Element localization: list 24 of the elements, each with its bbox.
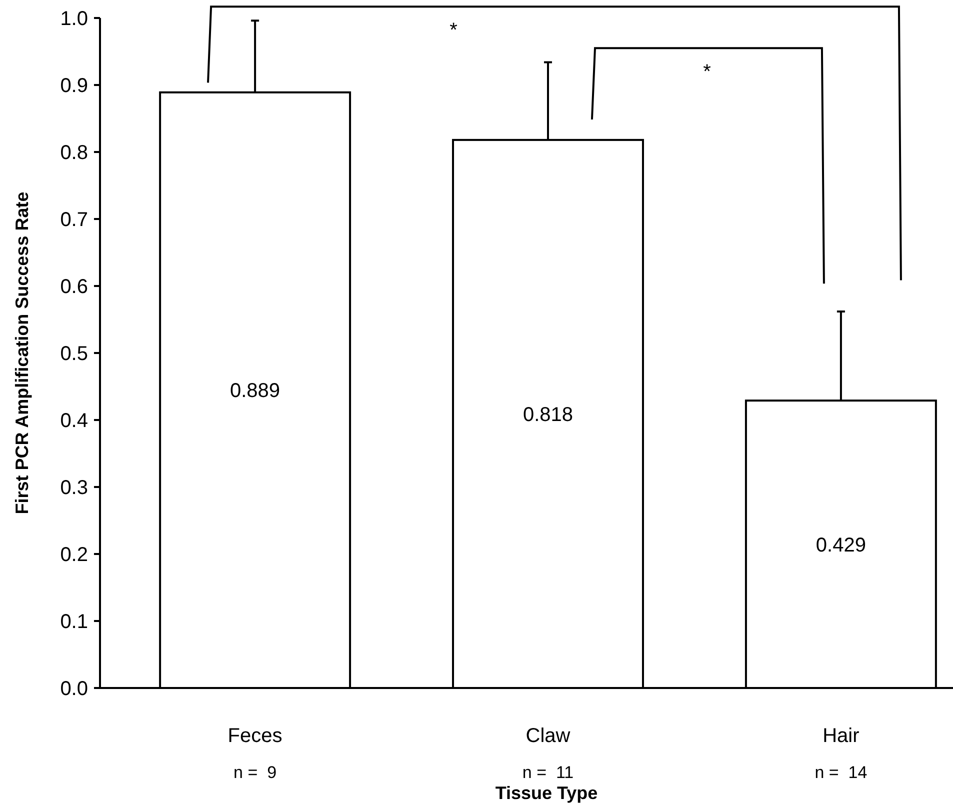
y-tick-label: 1.0 — [60, 8, 88, 30]
annotation: * — [450, 20, 458, 42]
x-axis-title: Tissue Type — [495, 783, 598, 803]
x-tick-label: Claw — [526, 725, 571, 747]
y-tick-label: 0.2 — [60, 544, 88, 566]
y-tick-label: 0.8 — [60, 142, 88, 164]
x-tick-label: Hair — [822, 725, 860, 747]
y-tick-label: 0.1 — [60, 611, 88, 633]
y-tick-label: 0.6 — [60, 276, 88, 298]
y-tick-label: 0.3 — [60, 477, 88, 499]
text: n = 14 — [814, 763, 868, 782]
y-tick-label: 0.7 — [60, 209, 88, 231]
text: n = 11 — [522, 763, 574, 782]
data-label: 0.429 — [816, 534, 866, 556]
annotation: * — [703, 61, 712, 84]
text: n = 9 — [234, 763, 277, 782]
y-tick-label: 0.9 — [60, 75, 88, 97]
data-label: 0.818 — [522, 404, 574, 426]
y-tick-label: 0.0 — [60, 678, 88, 700]
y-tick-label: 0.4 — [60, 410, 88, 432]
x-tick-label: Feces — [228, 725, 282, 747]
y-axis-title: First PCR Amplification Success Rate — [12, 192, 32, 514]
y-tick-label: 0.5 — [60, 343, 88, 365]
data-label: 0.889 — [230, 380, 280, 402]
